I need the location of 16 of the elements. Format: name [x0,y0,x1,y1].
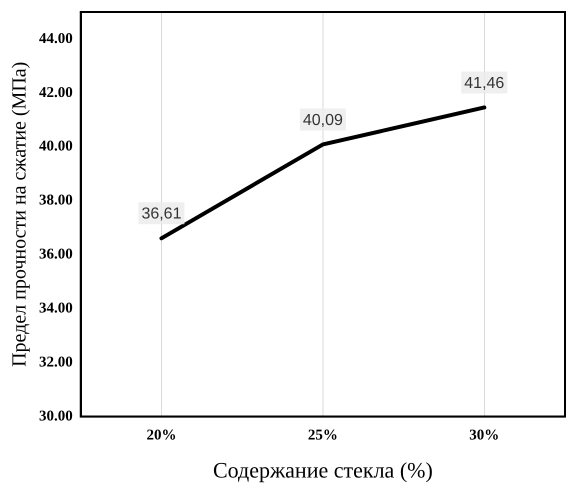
x-tick-label: 30% [469,427,500,444]
x-tick-label: 25% [308,427,338,444]
x-tick-label: 20% [146,427,176,444]
y-tick-label: 36.00 [39,246,73,263]
y-tick-label: 38.00 [39,192,73,209]
y-tick-label: 44.00 [39,30,73,47]
y-tick-label: 34.00 [39,300,73,317]
data-label: 41,46 [464,74,504,92]
y-tick-label: 30.00 [39,408,73,424]
y-axis-title: Предел прочности на сжатие (МПа) [8,62,30,367]
y-tick-label: 40.00 [39,138,73,155]
y-tick-label: 42.00 [39,84,73,101]
data-label: 40,09 [302,112,343,129]
y-tick-label: 32.00 [39,354,73,371]
data-label: 36,61 [141,206,182,223]
x-axis-title: Содержание стекла (%) [212,458,433,483]
